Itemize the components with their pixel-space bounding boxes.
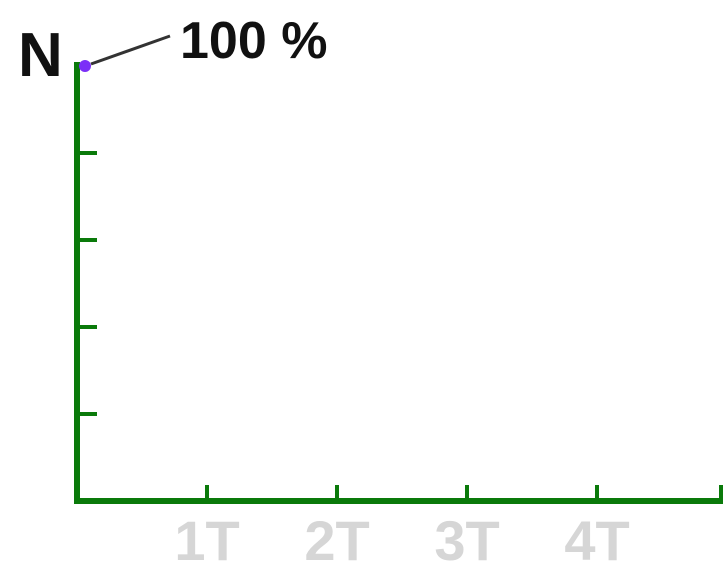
x-ticks <box>205 485 723 501</box>
y-axis-label: N <box>18 21 63 90</box>
data-points <box>79 60 91 72</box>
x-tick-label: 3T <box>434 509 499 563</box>
annotation-label: 100 % <box>180 12 327 70</box>
x-tick-label: 2T <box>304 509 369 563</box>
y-ticks <box>77 151 97 416</box>
x-tick-label: 1T <box>174 509 239 563</box>
data-point <box>79 60 91 72</box>
x-tick-label: 4T <box>564 509 629 563</box>
axes <box>74 62 723 504</box>
annotation-leader-line <box>90 34 171 66</box>
x-tick-labels: 1T 2T 3T 4T <box>174 509 629 563</box>
